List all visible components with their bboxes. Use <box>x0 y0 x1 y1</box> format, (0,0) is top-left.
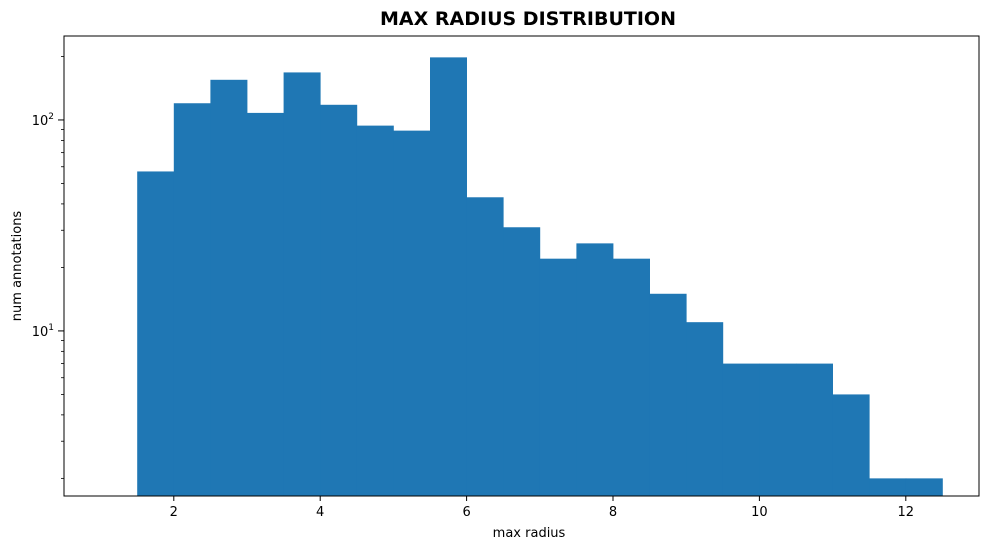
x-axis-ticks: 2 4 6 8 10 12 <box>170 496 914 520</box>
x-tick-label: 2 <box>170 505 178 520</box>
histogram-bar <box>613 258 650 496</box>
histogram-bar <box>649 293 687 496</box>
histogram-bar <box>905 478 943 496</box>
y-tick-label: 102 <box>32 112 54 129</box>
histogram-bar <box>393 130 431 496</box>
histogram-bar <box>283 72 321 497</box>
histogram-bar <box>869 478 907 496</box>
x-tick-label: 12 <box>898 505 915 520</box>
y-axis-ticks: 101 102 <box>32 56 64 479</box>
histogram-bar <box>356 125 394 497</box>
histogram-bar <box>796 363 833 496</box>
x-axis-label: max radius <box>493 526 566 541</box>
x-tick-label: 8 <box>609 505 617 520</box>
histogram-bar <box>832 394 870 496</box>
histogram-bar <box>430 57 467 497</box>
chart-title: MAX RADIUS DISTRIBUTION <box>380 8 676 30</box>
histogram-bar <box>137 171 175 496</box>
y-axis-label: num annotations <box>10 211 25 322</box>
histogram-bar <box>503 227 541 496</box>
histogram-bar <box>247 112 284 497</box>
histogram-bar <box>320 104 358 496</box>
histogram-bar <box>722 363 760 496</box>
x-tick-label: 6 <box>462 505 470 520</box>
histogram-bar <box>686 322 724 496</box>
histogram-bar <box>466 197 504 496</box>
histogram-bars <box>137 57 943 497</box>
histogram-bar <box>539 258 577 496</box>
x-tick-label: 10 <box>751 505 768 520</box>
plot-frame <box>63 35 980 497</box>
x-tick-label: 4 <box>316 505 324 520</box>
histogram-bar <box>173 103 211 496</box>
histogram-bar <box>759 363 797 496</box>
y-tick-label: 101 <box>32 323 54 340</box>
histogram-bar <box>210 79 248 497</box>
histogram-bar <box>576 243 614 496</box>
